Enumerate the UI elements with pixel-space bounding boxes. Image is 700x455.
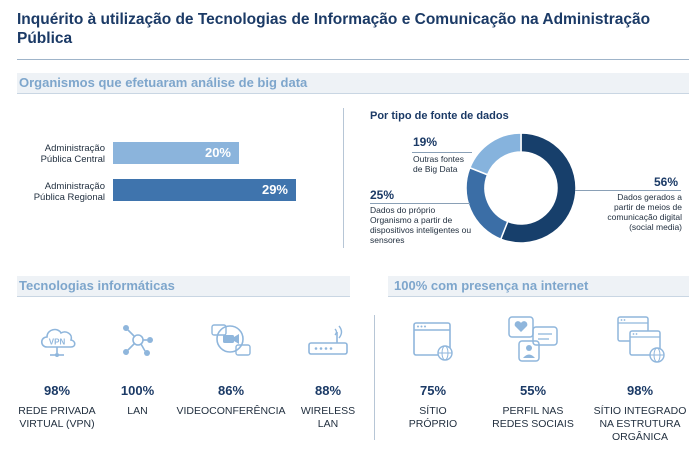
- tech-item-vpn: VPN 98% REDE PRIVADA VIRTUAL (VPN): [12, 315, 102, 445]
- donut-label-own-line3: dispositivos inteligentes ou: [370, 225, 472, 235]
- bar-label-central: Administração Pública Central: [13, 143, 105, 165]
- donut-label-other: Outras fontes de Big Data: [413, 154, 464, 174]
- donut-label-social-line1: Dados gerados a: [617, 192, 682, 202]
- website-icon: [413, 322, 453, 361]
- internet-caption-own-site-line1: SÍTIO: [419, 405, 447, 417]
- tech-caption-vpn-line2: VIRTUAL (VPN): [19, 418, 95, 430]
- internet-value-integrated: 98%: [626, 383, 654, 398]
- donut-pct-own: 25%: [370, 188, 395, 202]
- donut-label-other-line1: Outras fontes: [413, 154, 465, 164]
- tech-caption-video-line1: VIDEOCONFERÊNCIA: [176, 405, 286, 417]
- donut-segment-social: [499, 132, 577, 244]
- bar-label-central-line1: Administração: [44, 143, 105, 154]
- section-band-internet-underline: [388, 296, 689, 297]
- router-icon: [308, 325, 348, 355]
- tech-caption-wireless: WIRELESS LAN: [288, 405, 368, 431]
- donut-label-social: Dados gerados a partir de meios de comun…: [590, 192, 682, 232]
- internet-item-own-site: 75% SÍTIO PRÓPRIO: [388, 315, 478, 445]
- section-band-internet: [388, 276, 689, 296]
- donut-label-social-line4: (social media): [629, 222, 682, 232]
- internet-value-social: 55%: [519, 383, 547, 398]
- tech-item-wireless: 88% WIRELESS LAN: [288, 315, 368, 445]
- bottom-divider: [374, 315, 375, 440]
- donut-segment-other: [468, 132, 522, 176]
- big-data-divider: [343, 108, 344, 248]
- tech-caption-lan: LAN: [100, 405, 175, 418]
- bar-regional-value: 29%: [261, 182, 288, 197]
- bar-central-value: 20%: [204, 145, 231, 160]
- donut-label-social-line3: comunicação digital: [607, 212, 682, 222]
- tech-item-video: 86% VIDEOCONFERÊNCIA: [172, 315, 290, 445]
- bar-central: 20%: [113, 142, 239, 164]
- tech-caption-vpn: REDE PRIVADA VIRTUAL (VPN): [12, 405, 102, 431]
- tech-value-vpn: 98%: [43, 383, 71, 398]
- bar-regional: 29%: [113, 179, 296, 201]
- tech-item-lan: 100% LAN: [100, 315, 175, 445]
- vpn-icon: VPN: [40, 328, 76, 357]
- social-media-icon: [508, 316, 558, 362]
- bar-label-central-line2: Pública Central: [40, 154, 105, 165]
- svg-text:VPN: VPN: [49, 338, 66, 347]
- donut-segment-own: [465, 166, 509, 241]
- section-band-underline: [17, 93, 689, 94]
- internet-item-integrated: 98% SÍTIO INTEGRADO NA ESTRUTURA ORGÂNIC…: [585, 315, 695, 445]
- tech-caption-lan-line1: LAN: [127, 405, 148, 417]
- donut-pct-social: 56%: [654, 175, 679, 189]
- bar-label-regional-line1: Administração: [44, 181, 105, 192]
- internet-value-own-site: 75%: [419, 383, 447, 398]
- tech-value-video: 86%: [217, 383, 245, 398]
- tech-value-lan: 100%: [120, 383, 155, 398]
- internet-heading: 100% com presença na internet: [394, 278, 589, 293]
- bar-label-regional: Administração Pública Regional: [13, 181, 105, 203]
- internet-caption-social-line1: PERFIL NAS: [502, 405, 564, 417]
- donut-label-own-line4: sensores: [370, 235, 405, 245]
- donut-label-other-line2: de Big Data: [413, 164, 458, 174]
- section-band-tech: [17, 276, 350, 296]
- internet-caption-integrated-line2: NA ESTRUTURA: [599, 418, 681, 430]
- internet-caption-own-site: SÍTIO PRÓPRIO: [388, 405, 478, 431]
- donut-label-own: Dados do próprio Organismo a partir de d…: [370, 205, 471, 245]
- tech-caption-vpn-line1: REDE PRIVADA: [18, 405, 96, 417]
- section-band-tech-underline: [17, 296, 350, 297]
- internet-caption-integrated-line1: SÍTIO INTEGRADO: [593, 405, 687, 417]
- tech-value-wireless: 88%: [314, 383, 342, 398]
- section-band-big-data: [17, 73, 689, 93]
- page-title: Inquérito à utilização de Tecnologias de…: [17, 11, 651, 47]
- donut-pct-other: 19%: [413, 135, 438, 149]
- internet-caption-integrated-line3: ORGÂNICA: [611, 431, 668, 443]
- internet-item-social: 55% PERFIL NAS REDES SOCIAIS: [484, 315, 582, 445]
- integrated-site-icon: [617, 316, 665, 363]
- bar-label-regional-line2: Pública Regional: [33, 192, 105, 203]
- internet-caption-social: PERFIL NAS REDES SOCIAIS: [484, 405, 582, 431]
- big-data-heading: Organismos que efetuaram análise de big …: [19, 75, 308, 90]
- internet-caption-integrated: SÍTIO INTEGRADO NA ESTRUTURA ORGÂNICA: [585, 405, 695, 444]
- videoconference-icon: [211, 324, 251, 356]
- tech-caption-wireless-line1: WIRELESS: [300, 405, 356, 417]
- tech-heading: Tecnologias informáticas: [19, 278, 175, 293]
- donut-leader-own: [370, 203, 470, 204]
- tech-caption-wireless-line2: LAN: [317, 418, 339, 430]
- internet-caption-own-site-line2: PRÓPRIO: [408, 418, 458, 430]
- internet-caption-social-line2: REDES SOCIAIS: [492, 418, 574, 430]
- donut-label-own-line1: Dados do próprio: [370, 205, 436, 215]
- donut-leader-other: [412, 152, 472, 153]
- title-divider: [17, 59, 689, 60]
- tech-caption-video: VIDEOCONFERÊNCIA: [172, 405, 290, 418]
- lan-icon: [122, 325, 153, 356]
- donut-chart: [465, 132, 577, 244]
- donut-label-own-line2: Organismo a partir de: [370, 215, 453, 225]
- donut-title: Por tipo de fonte de dados: [370, 110, 509, 122]
- donut-leader-social: [575, 190, 681, 191]
- donut-label-social-line2: partir de meios de: [613, 202, 682, 212]
